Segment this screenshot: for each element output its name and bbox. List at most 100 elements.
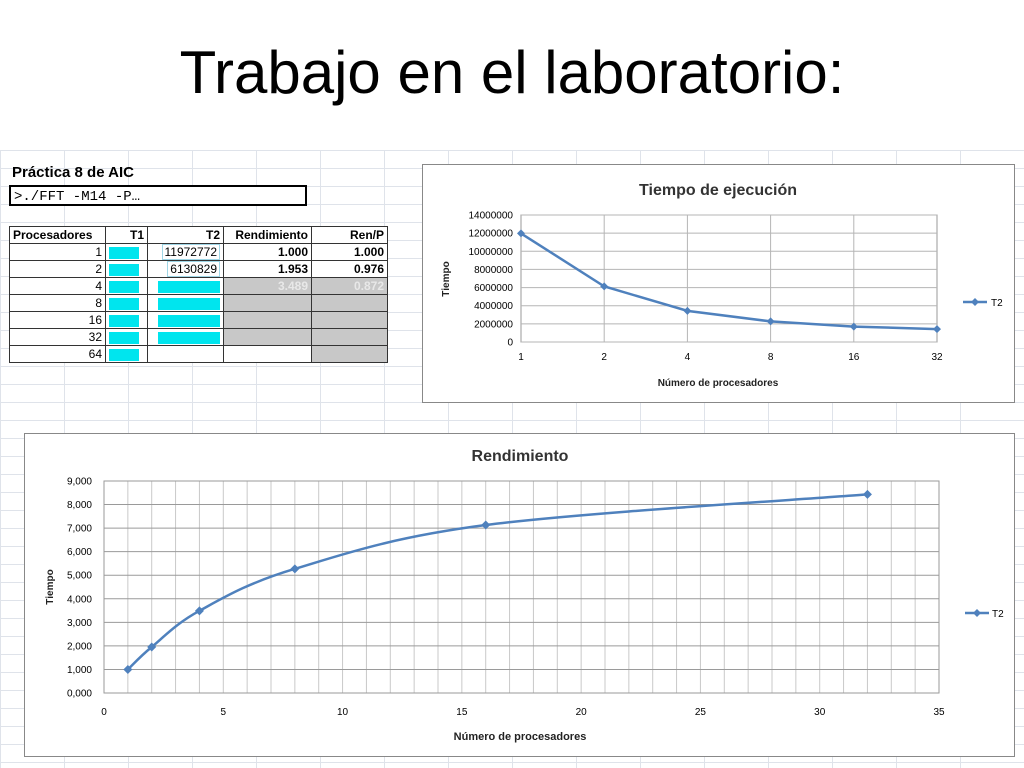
cell-rendimiento[interactable]: 1.953 xyxy=(223,260,312,278)
x-tick-label: 15 xyxy=(456,707,468,718)
y-tick-label: 5,000 xyxy=(67,571,92,582)
data-point xyxy=(123,664,133,674)
legend-marker xyxy=(973,609,981,617)
y-tick-label: 6000000 xyxy=(474,283,513,294)
cell-procesadores[interactable]: 32 xyxy=(9,328,106,346)
cell-procesadores[interactable]: 1 xyxy=(9,243,106,261)
cell-ren-p[interactable]: 1.000 xyxy=(311,243,388,261)
cell-ren-p[interactable] xyxy=(311,328,388,346)
data-point xyxy=(194,606,204,616)
series-line-t2 xyxy=(126,493,868,671)
y-tick-label: 2,000 xyxy=(67,641,92,652)
cell-rendimiento[interactable]: 3.489 xyxy=(223,277,312,295)
cyan-fill xyxy=(109,263,139,276)
cell-t2[interactable] xyxy=(147,328,224,346)
cell-ren-p[interactable] xyxy=(311,311,388,329)
cell-ren-p[interactable] xyxy=(311,345,388,363)
chart-tiempo-ejecucion-svg: Tiempo de ejecución Número de procesador… xyxy=(441,182,1003,389)
table-header-row: Procesadores T1 T2 Rendimiento Ren/P xyxy=(9,226,388,244)
x-tick-label: 8 xyxy=(768,352,774,363)
data-point xyxy=(766,317,775,326)
cell-t1[interactable] xyxy=(105,328,148,346)
y-tick-label: 1,000 xyxy=(67,665,92,676)
cyan-fill xyxy=(158,314,220,327)
x-axis-label: Número de procesadores xyxy=(454,731,587,743)
x-tick-label: 25 xyxy=(695,707,707,718)
legend-label: T2 xyxy=(991,298,1003,309)
chart-title: Tiempo de ejecución xyxy=(639,182,797,199)
chart-tiempo-ejecucion[interactable]: Tiempo de ejecución Número de procesador… xyxy=(422,164,1015,403)
cell-procesadores[interactable]: 16 xyxy=(9,311,106,329)
cyan-fill xyxy=(109,348,139,361)
legend-label: T2 xyxy=(992,609,1004,620)
header-rendimiento: Rendimiento xyxy=(223,226,312,244)
plot-area xyxy=(520,214,938,343)
cell-t2-value: 11972772 xyxy=(161,244,220,260)
cyan-fill xyxy=(109,246,139,259)
data-point xyxy=(481,520,491,530)
chart-rendimiento[interactable]: Rendimiento Número de procesadores Tiemp… xyxy=(24,433,1015,757)
cyan-fill xyxy=(158,297,220,310)
x-tick-label: 20 xyxy=(576,707,588,718)
x-tick-label: 35 xyxy=(933,707,945,718)
cell-t1[interactable] xyxy=(105,260,148,278)
y-tick-label: 0,000 xyxy=(67,689,92,700)
chart-title: Rendimiento xyxy=(472,448,569,465)
cell-t2[interactable]: 6130829 xyxy=(147,260,224,278)
cell-procesadores[interactable]: 64 xyxy=(9,345,106,363)
x-axis-label: Número de procesadores xyxy=(658,378,779,389)
cell-procesadores[interactable]: 8 xyxy=(9,294,106,312)
cell-ren-p[interactable]: 0.872 xyxy=(311,277,388,295)
chart-rendimiento-svg: Rendimiento Número de procesadores Tiemp… xyxy=(45,448,1004,743)
x-tick-label: 16 xyxy=(848,352,860,363)
cell-rendimiento[interactable] xyxy=(223,328,312,346)
cell-rendimiento[interactable]: 1.000 xyxy=(223,243,312,261)
legend-marker xyxy=(971,298,979,306)
x-tick-label: 1 xyxy=(518,352,524,363)
cell-t2[interactable] xyxy=(147,277,224,295)
cell-t1[interactable] xyxy=(105,311,148,329)
x-tick-label: 5 xyxy=(221,707,227,718)
cell-t2[interactable] xyxy=(147,345,224,363)
data-point xyxy=(683,306,692,315)
header-t2: T2 xyxy=(147,226,224,244)
cell-t1[interactable] xyxy=(105,345,148,363)
y-tick-label: 12000000 xyxy=(469,229,514,240)
cell-ren-p[interactable]: 0.976 xyxy=(311,260,388,278)
cell-ren-p[interactable] xyxy=(311,294,388,312)
cell-rendimiento[interactable] xyxy=(223,294,312,312)
data-point xyxy=(517,229,525,238)
y-tick-label: 9,000 xyxy=(67,477,92,488)
y-tick-label: 8,000 xyxy=(67,500,92,511)
cell-t1[interactable] xyxy=(105,243,148,261)
y-tick-label: 6,000 xyxy=(67,547,92,558)
x-tick-label: 0 xyxy=(101,707,107,718)
cell-procesadores[interactable]: 4 xyxy=(9,277,106,295)
cell-t1[interactable] xyxy=(105,294,148,312)
cell-t2[interactable] xyxy=(147,311,224,329)
cell-t2[interactable] xyxy=(147,294,224,312)
data-point xyxy=(600,282,609,291)
cell-rendimiento[interactable] xyxy=(223,345,312,363)
data-point xyxy=(849,322,858,331)
y-tick-label: 7,000 xyxy=(67,524,92,535)
cyan-fill xyxy=(109,280,139,293)
x-tick-label: 32 xyxy=(931,352,943,363)
y-tick-label: 0 xyxy=(507,338,513,349)
x-tick-label: 4 xyxy=(685,352,691,363)
y-tick-label: 2000000 xyxy=(474,319,513,330)
cyan-fill xyxy=(158,331,220,344)
cell-procesadores[interactable]: 2 xyxy=(9,260,106,278)
table-row: 16 xyxy=(9,311,388,329)
cell-t1[interactable] xyxy=(105,277,148,295)
x-tick-label: 2 xyxy=(601,352,607,363)
cell-rendimiento[interactable] xyxy=(223,311,312,329)
y-tick-label: 8000000 xyxy=(474,265,513,276)
cyan-fill xyxy=(109,331,139,344)
slide-title: Trabajo en el laboratorio: xyxy=(179,39,845,106)
command-cell[interactable]: >./FFT -M14 -P… xyxy=(9,185,307,206)
y-axis-label: Tiempo xyxy=(45,569,56,604)
cell-t2[interactable]: 11972772 xyxy=(147,243,224,261)
table-row: 1 11972772 1.000 1.000 xyxy=(9,243,388,261)
series-line-t2 xyxy=(520,232,938,331)
